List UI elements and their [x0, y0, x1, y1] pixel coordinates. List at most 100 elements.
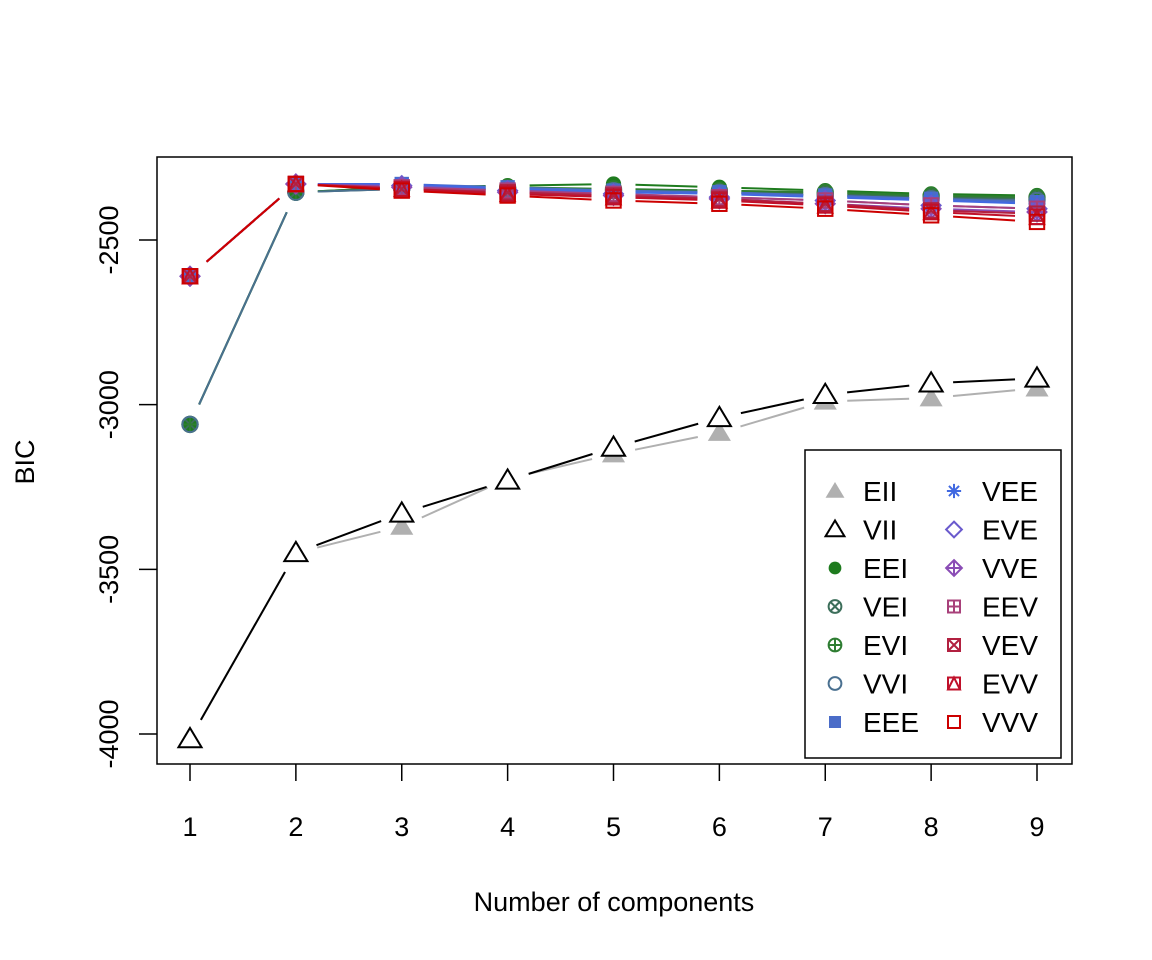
legend-label: EEI — [863, 553, 908, 584]
legend-item-vei: VEI — [827, 592, 908, 623]
data-point — [393, 182, 410, 199]
series-line-segment — [423, 188, 486, 194]
series-line-segment — [529, 183, 592, 187]
series-line-segment — [741, 191, 804, 196]
x-tick-label: 3 — [394, 812, 409, 842]
data-point — [388, 500, 416, 523]
series-line-segment — [421, 486, 488, 519]
data-point — [1028, 213, 1046, 231]
data-point — [287, 175, 305, 193]
series-line-segment — [317, 188, 380, 193]
series-line-segment — [423, 190, 486, 196]
legend-symbol-icon — [828, 561, 842, 575]
legend-label: EEE — [863, 707, 919, 738]
legend-symbol-icon — [947, 638, 961, 652]
series-line-segment — [635, 191, 698, 195]
legend-item-vev: VEV — [947, 630, 1038, 661]
legend-label: EEV — [982, 592, 1038, 623]
legend-symbol-icon — [829, 716, 841, 728]
series-line-segment — [529, 188, 592, 193]
data-point — [390, 515, 414, 535]
series-line-segment — [634, 422, 699, 443]
series-line-segment — [847, 204, 910, 210]
legend-label: EVE — [982, 515, 1038, 546]
data-point — [707, 421, 731, 441]
x-tick-label: 7 — [818, 812, 833, 842]
legend-label: VEI — [863, 592, 908, 623]
series-line-segment — [741, 196, 804, 201]
data-point — [1023, 365, 1051, 388]
data-point — [181, 415, 199, 434]
legend-item-evi: EVI — [827, 630, 908, 661]
y-tick-label: -3000 — [94, 370, 124, 439]
x-tick-label: 4 — [500, 812, 515, 842]
series-line-segment — [529, 191, 592, 196]
legend-item-vii: VII — [823, 515, 897, 546]
legend-symbol-icon — [946, 483, 962, 499]
series-line-segment — [847, 384, 910, 394]
series-line-segment — [635, 196, 698, 201]
series-line-segment — [741, 198, 804, 204]
x-tick-label: 6 — [712, 812, 727, 842]
legend-item-vve: VVE — [944, 553, 1038, 584]
series-line-segment — [529, 193, 592, 198]
series-line-segment — [741, 189, 804, 193]
series-line-segment — [634, 436, 699, 451]
data-point — [706, 404, 733, 428]
legend-symbol-icon — [944, 520, 964, 539]
series-line-segment — [847, 193, 910, 198]
series-line-segment — [635, 193, 698, 198]
x-axis-label: Number of components — [474, 887, 755, 917]
series-line-segment — [198, 211, 288, 405]
data-point — [176, 725, 204, 749]
series-eei — [182, 176, 1045, 433]
legend-label: VII — [863, 515, 897, 546]
series-line-segment — [741, 193, 804, 198]
legend-item-vvi: VVI — [827, 669, 908, 700]
legend-symbol-icon — [827, 637, 843, 653]
series-line-segment — [847, 190, 910, 195]
y-tick-label: -2500 — [94, 205, 124, 274]
series-line-segment — [316, 520, 382, 547]
series-line-segment — [953, 200, 1016, 205]
series-line-segment — [635, 189, 698, 193]
legend-symbol-icon — [825, 482, 845, 498]
series-line-segment — [740, 406, 805, 428]
legend-item-eev: EEV — [947, 592, 1038, 623]
series-layer — [176, 173, 1051, 749]
series-line-segment — [741, 200, 804, 206]
legend-symbol-icon — [946, 675, 962, 691]
series-line-segment — [422, 485, 487, 508]
series-line-segment — [529, 195, 592, 201]
series-vvi — [181, 180, 1046, 434]
series-vvv — [181, 175, 1046, 285]
x-tick-label: 9 — [1029, 812, 1044, 842]
legend-item-eee: EEE — [829, 707, 919, 738]
legend-label: VEE — [982, 476, 1038, 507]
legend-label: VVV — [982, 707, 1038, 738]
legend-symbol-icon — [827, 599, 843, 614]
series-line-segment — [740, 398, 804, 415]
series-line-segment — [741, 186, 804, 191]
series-line-segment — [847, 196, 910, 201]
legend-item-vee: VEE — [946, 476, 1038, 507]
y-axis-label: BIC — [10, 439, 40, 484]
legend-label: VVE — [982, 553, 1038, 584]
legend-item-eei: EEI — [828, 553, 908, 584]
series-line-segment — [316, 530, 381, 549]
legend-item-eve: EVE — [944, 515, 1038, 546]
legend: EII VII EEI VEI EVI VVI EEE VEE EVE VVE EEV VEV EVV V… — [804, 449, 1062, 759]
legend-symbol-icon — [823, 518, 847, 538]
x-tick-label: 5 — [606, 812, 621, 842]
series-line-segment — [953, 196, 1016, 200]
x-tick-label: 2 — [288, 812, 303, 842]
series-line-segment — [529, 190, 592, 195]
series-line-segment — [423, 186, 486, 191]
legend-symbol-icon — [947, 599, 961, 614]
series-line-segment — [953, 215, 1016, 222]
x-axis: 1 2 3 4 5 6 7 8 9 — [182, 764, 1045, 842]
data-point — [917, 370, 945, 393]
series-line-segment — [847, 397, 910, 402]
series-line-segment — [847, 200, 910, 206]
data-point — [282, 539, 310, 563]
